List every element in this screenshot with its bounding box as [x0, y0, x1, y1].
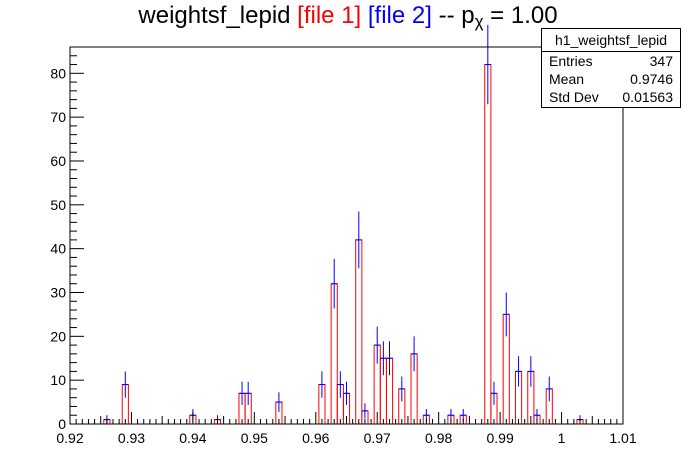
file2-error-bar: [503, 292, 510, 337]
file2-error-bar: [546, 376, 553, 402]
stats-key: Entries: [549, 53, 593, 69]
file2-error-bar: [527, 356, 534, 387]
file2-error-bar: [355, 211, 362, 269]
title-file2: [file 2]: [367, 2, 432, 29]
x-tick-label: 0.93: [118, 430, 145, 446]
file2-error-bar: [411, 336, 418, 372]
x-tick-label: 0.94: [179, 430, 206, 446]
x-tick-label: 0.99: [486, 430, 513, 446]
x-tick-label: 0.98: [425, 430, 452, 446]
chart-title: weightsf_lepid [file 1] [file 2] -- pχ =…: [0, 2, 696, 31]
stats-row-mean: Mean 0.9746: [542, 70, 680, 88]
axes: [69, 46, 624, 425]
x-tick-label: 0.95: [241, 430, 268, 446]
title-subscript: χ: [474, 12, 484, 31]
y-tick-label: 80: [50, 65, 66, 81]
file2-error-bar: [380, 341, 387, 376]
title-suffix: -- p: [431, 2, 475, 29]
file2-error-bar: [484, 24, 491, 105]
file2-error-bar: [337, 371, 344, 398]
file2-error-bar: [386, 341, 393, 376]
file2-error-bar: [361, 403, 369, 419]
stats-box-title: h1_weightsf_lepid: [542, 29, 680, 52]
file2-error-bar: [374, 326, 381, 364]
stats-box: h1_weightsf_lepid Entries 347 Mean 0.974…: [541, 28, 681, 108]
x-tick-label: 1: [558, 430, 566, 446]
file2-error-bar: [245, 381, 252, 405]
file2-error-bars: [103, 24, 584, 424]
file2-error-bar: [398, 376, 405, 402]
x-tick-label: 0.92: [56, 430, 83, 446]
y-tick-label: 20: [50, 328, 66, 344]
x-tick-label: 0.97: [364, 430, 391, 446]
y-tick-label: 40: [50, 241, 66, 257]
y-tick-label: 10: [50, 372, 66, 388]
y-tick-label: 50: [50, 197, 66, 213]
stats-value: 347: [649, 53, 673, 69]
x-tick-label: 0.96: [302, 430, 329, 446]
file2-error-bar: [490, 381, 498, 405]
file2-error-bar: [331, 258, 338, 309]
stats-row-entries: Entries 347: [542, 52, 680, 70]
x-tick-label: 1.01: [609, 430, 636, 446]
tick-labels: 0.92 0.93 0.94 0.95 0.96 0.97 0.98 0.99 1 1.01 0 10…: [50, 65, 636, 446]
file2-error-bar: [122, 371, 129, 398]
stats-row-stddev: Std Dev 0.01563: [542, 88, 680, 106]
title-suffix-value: = 1.00: [483, 2, 558, 29]
y-tick-label: 0: [58, 416, 66, 432]
stats-key: Std Dev: [549, 89, 599, 105]
stats-key: Mean: [549, 71, 585, 87]
title-file1: [file 1]: [297, 2, 362, 29]
stats-value: 0.01563: [622, 89, 673, 105]
file2-error-bar: [515, 356, 522, 387]
stats-value: 0.9746: [630, 71, 673, 87]
y-tick-label: 60: [50, 153, 66, 169]
file1-histogram: [103, 64, 584, 424]
file2-error-bar: [275, 392, 282, 412]
y-tick-label: 70: [50, 109, 66, 125]
file2-error-bar: [318, 371, 325, 398]
title-prefix: weightsf_lepid: [138, 2, 298, 29]
y-tick-label: 30: [50, 284, 66, 300]
file2-error-bar: [343, 381, 350, 405]
file2-error-bar: [238, 381, 246, 405]
file1-bar: [484, 64, 492, 424]
